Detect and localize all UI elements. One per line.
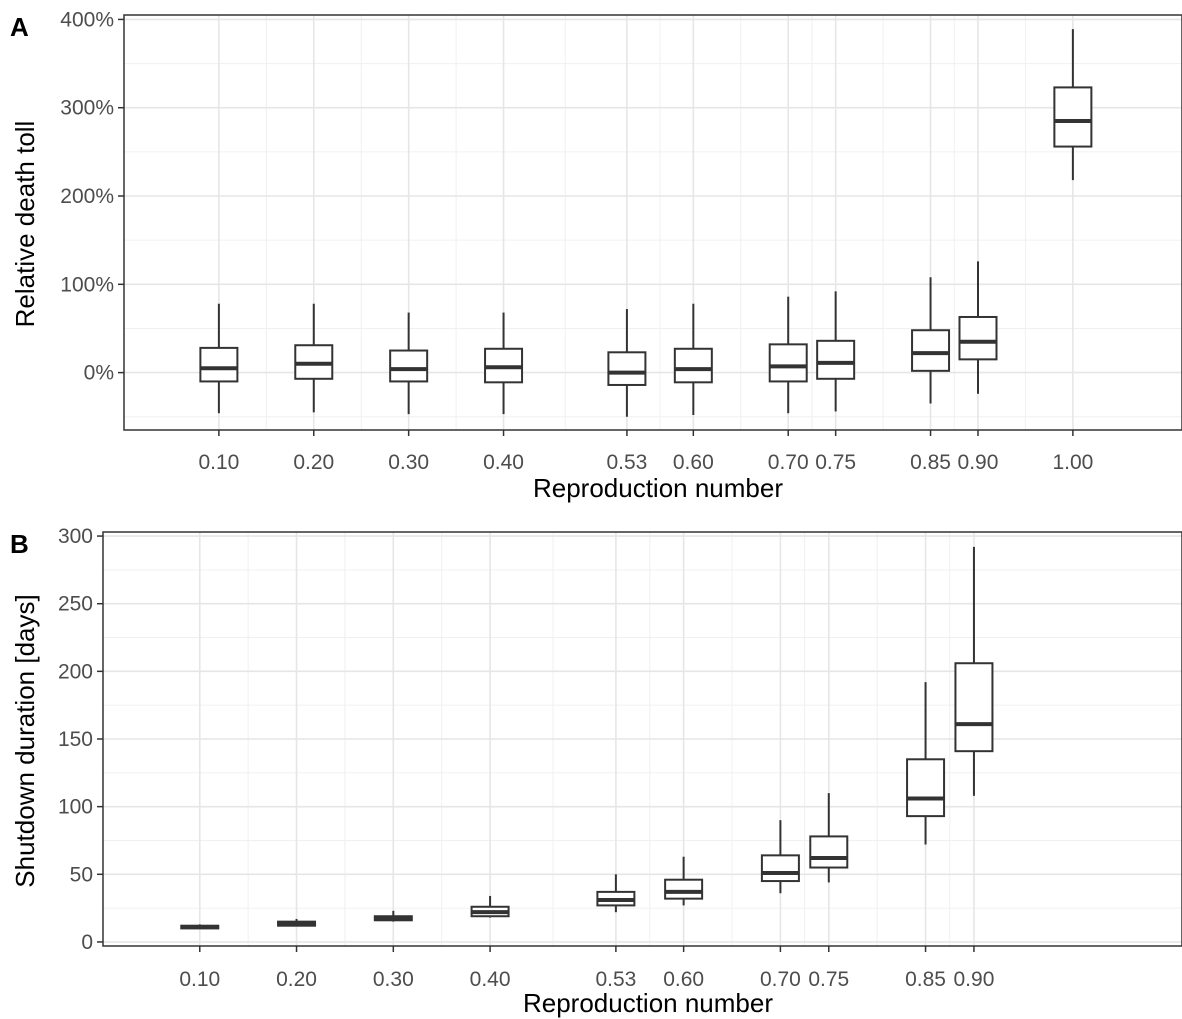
boxplot-0.60: [664, 856, 704, 906]
box-iqr: [199, 346, 239, 383]
x-tick-label: 0.30: [373, 968, 414, 991]
box-iqr: [954, 662, 994, 753]
box-iqr: [911, 329, 951, 372]
boxplot-0.53: [607, 309, 647, 417]
panel-a-axes: 0% 100% 200% 300% 400% 0.10 0.20 0.30 0.40 0.53 0.…: [60, 8, 1182, 474]
box-iqr: [958, 315, 998, 361]
y-tick-label: 400%: [60, 8, 114, 31]
y-tick-label: 100: [58, 796, 93, 819]
boxplot-0.90: [958, 261, 998, 394]
x-tick-label: 0.20: [293, 451, 334, 474]
y-tick-label: 0%: [84, 362, 114, 385]
y-tick-label: 300%: [60, 97, 114, 120]
boxplot-0.70: [760, 820, 800, 894]
x-tick-label: 0.53: [595, 968, 636, 991]
plot-background: [124, 15, 1182, 430]
x-tick-label: 0.30: [388, 451, 429, 474]
x-tick-label: 0.90: [958, 451, 999, 474]
x-tick-label: 0.10: [198, 451, 239, 474]
x-tick-label: 0.53: [606, 451, 647, 474]
y-tick-label: 300: [58, 525, 93, 548]
boxplot-0.60: [673, 303, 713, 415]
x-tick-label: 0.70: [768, 451, 809, 474]
panel-b-y-axis-title: Shutdown duration [days]: [10, 594, 40, 887]
box-iqr: [389, 349, 429, 383]
y-tick-label: 50: [70, 863, 93, 886]
boxplot-0.90: [954, 546, 994, 796]
x-tick-label: 0.75: [815, 451, 856, 474]
box-iqr: [673, 347, 713, 384]
panel-b-grid: [103, 532, 1182, 946]
boxplot-0.10: [199, 303, 239, 414]
x-tick-label: 0.70: [760, 968, 801, 991]
y-tick-label: 200%: [60, 185, 114, 208]
box-iqr: [816, 339, 856, 380]
box-iqr: [768, 343, 808, 383]
box-iqr: [760, 854, 800, 883]
boxplot-0.53: [596, 874, 636, 913]
boxplot-0.10: [180, 924, 220, 930]
box-iqr: [906, 758, 946, 818]
panel-a-boxes: [199, 29, 1093, 417]
boxplot-0.30: [373, 910, 413, 922]
boxplot-0.40: [484, 312, 524, 415]
x-tick-label: 0.85: [910, 451, 951, 474]
panel-a-y-axis-title: Relative death toll: [10, 121, 40, 328]
x-tick-label: 0.75: [808, 968, 849, 991]
y-tick-label: 0: [81, 931, 93, 954]
panel-a-letter: A: [10, 12, 29, 42]
box-iqr: [1053, 86, 1093, 148]
box-iqr: [607, 351, 647, 386]
panel-a: A 0% 100% 200% 300% 400% 0.10 0.20 0.30 0.40 0.53…: [10, 8, 1182, 503]
boxplot-1.00: [1053, 29, 1093, 181]
boxplot-0.40: [470, 895, 510, 918]
x-tick-label: 0.40: [470, 968, 511, 991]
y-tick-label: 200: [58, 660, 93, 683]
box-iqr: [809, 835, 849, 869]
box-iqr: [664, 878, 704, 900]
x-tick-label: 1.00: [1052, 451, 1093, 474]
x-tick-label: 0.20: [276, 968, 317, 991]
boxplot-0.20: [277, 918, 317, 927]
panel-b: B 0 50 100 150 200 250 300 0.10 0.20 0.30 0.40 0.53…: [10, 525, 1182, 1018]
boxplot-0.85: [911, 277, 951, 404]
boxplot-0.30: [389, 312, 429, 415]
y-tick-label: 100%: [60, 273, 114, 296]
panel-b-axes: 0 50 100 150 200 250 300 0.10 0.20 0.30 0.40 0.53 0.…: [58, 525, 1182, 991]
panel-b-x-axis-title: Reproduction number: [523, 988, 773, 1018]
boxplot-0.70: [768, 296, 808, 414]
boxplot-0.75: [809, 793, 849, 883]
x-tick-label: 0.90: [954, 968, 995, 991]
y-tick-label: 150: [58, 728, 93, 751]
x-tick-label: 0.40: [483, 451, 524, 474]
y-tick-label: 250: [58, 593, 93, 616]
boxplot-0.20: [294, 303, 334, 413]
x-tick-label: 0.10: [179, 968, 220, 991]
panel-b-letter: B: [10, 529, 29, 559]
panel-a-grid: [124, 15, 1182, 430]
boxplot-0.75: [816, 291, 856, 412]
x-tick-label: 0.60: [673, 451, 714, 474]
panel-b-boxes: [180, 546, 994, 930]
boxplot-0.85: [906, 682, 946, 845]
x-tick-label: 0.60: [663, 968, 704, 991]
panel-a-x-axis-title: Reproduction number: [533, 473, 783, 503]
x-tick-label: 0.85: [905, 968, 946, 991]
panel-border: [123, 14, 1182, 431]
